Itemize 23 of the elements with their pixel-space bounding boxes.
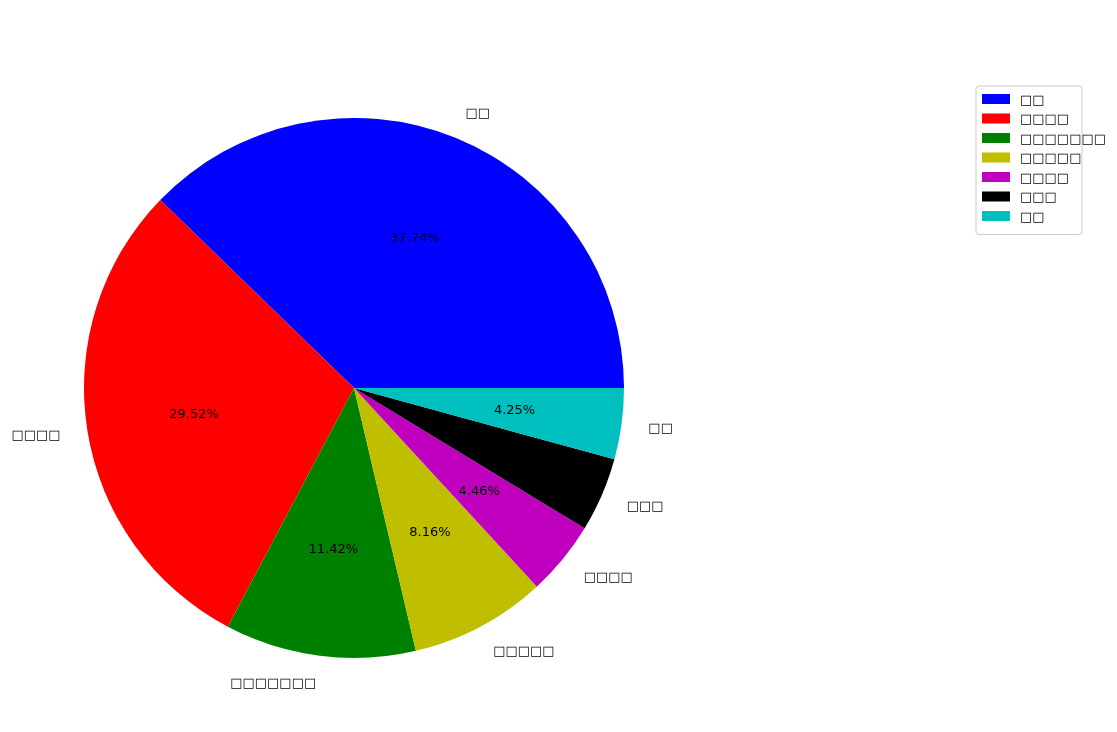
slice-label: □□ (648, 420, 673, 436)
legend-label: □□ (1020, 208, 1045, 224)
slice-label: □□□□ (11, 426, 61, 442)
legend-label: □□□□□ (1020, 150, 1082, 165)
legend-label: □□□□ (1020, 111, 1070, 126)
legend-label: □□□□□□□ (1020, 130, 1106, 146)
data-label: 4.25% (493, 402, 536, 418)
pie-slice (354, 388, 615, 529)
slice-label: □□□ (626, 498, 664, 514)
data-label: 8.16% (409, 523, 451, 539)
pie-slice (354, 388, 624, 460)
pie-slice (160, 118, 624, 388)
slice-label: □□□□□□□ (230, 675, 317, 691)
data-label: 37.74% (390, 230, 440, 246)
slice-label: □□□□□ (493, 642, 555, 658)
data-label: 29.52% (169, 405, 219, 421)
data-label: 4.46% (458, 483, 500, 499)
data-label: 11.42% (308, 541, 359, 557)
legend-label: □□□□ (1020, 169, 1070, 185)
slice-label: □□□□ (583, 568, 633, 584)
legend-label: □□□ (1020, 189, 1057, 204)
slice-label: □□ (465, 105, 491, 121)
legend-label: □□ (1020, 91, 1045, 107)
